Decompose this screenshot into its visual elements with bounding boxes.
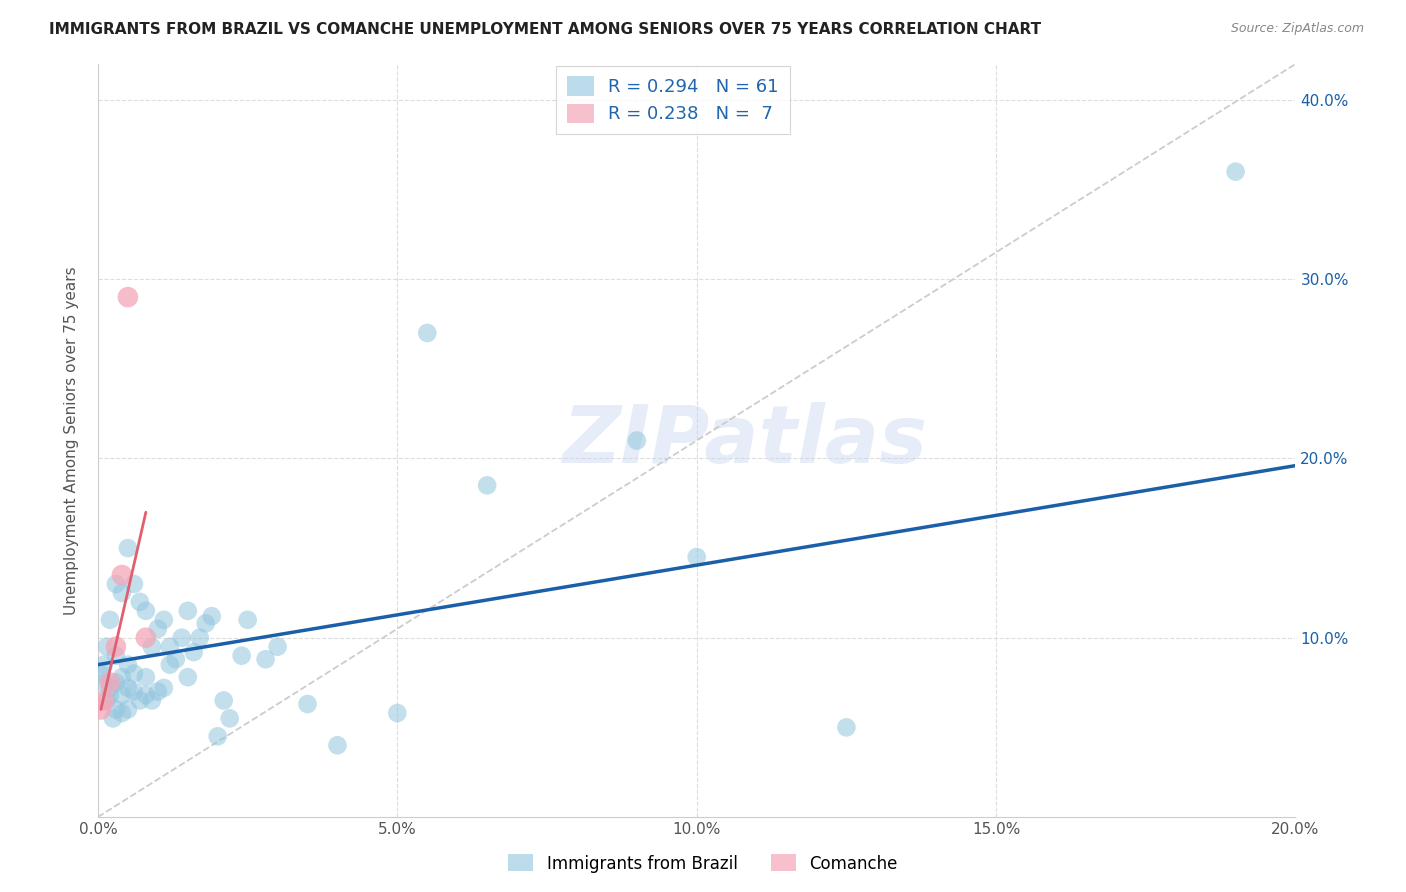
Y-axis label: Unemployment Among Seniors over 75 years: Unemployment Among Seniors over 75 years xyxy=(65,266,79,615)
Point xyxy=(141,693,163,707)
Text: IMMIGRANTS FROM BRAZIL VS COMANCHE UNEMPLOYMENT AMONG SENIORS OVER 75 YEARS CORR: IMMIGRANTS FROM BRAZIL VS COMANCHE UNEMP… xyxy=(49,22,1042,37)
Point xyxy=(236,613,259,627)
Point xyxy=(135,688,157,702)
Point xyxy=(135,604,157,618)
Point xyxy=(117,702,139,716)
Point xyxy=(96,693,118,707)
Point xyxy=(122,684,145,698)
Point xyxy=(117,681,139,695)
Point xyxy=(297,697,319,711)
Legend: Immigrants from Brazil, Comanche: Immigrants from Brazil, Comanche xyxy=(502,847,904,880)
Point xyxy=(135,631,157,645)
Point xyxy=(387,706,409,720)
Point xyxy=(170,631,193,645)
Point xyxy=(111,706,134,720)
Point xyxy=(104,702,127,716)
Point xyxy=(111,688,134,702)
Point xyxy=(475,478,498,492)
Point xyxy=(117,657,139,672)
Point xyxy=(104,675,127,690)
Point xyxy=(146,622,169,636)
Point xyxy=(93,657,115,672)
Point xyxy=(122,577,145,591)
Point xyxy=(128,693,150,707)
Point xyxy=(111,586,134,600)
Point xyxy=(98,681,121,695)
Point xyxy=(104,648,127,663)
Point xyxy=(416,326,439,340)
Point xyxy=(835,720,858,734)
Point xyxy=(326,739,349,753)
Point xyxy=(104,640,127,654)
Point xyxy=(177,604,200,618)
Point xyxy=(159,640,181,654)
Point xyxy=(1225,164,1247,178)
Point xyxy=(135,670,157,684)
Point xyxy=(231,648,253,663)
Point xyxy=(101,711,124,725)
Point xyxy=(111,568,134,582)
Point xyxy=(254,652,277,666)
Point xyxy=(93,675,115,690)
Point xyxy=(626,434,648,448)
Point xyxy=(96,640,118,654)
Point xyxy=(111,670,134,684)
Point xyxy=(128,595,150,609)
Point xyxy=(207,729,229,743)
Point xyxy=(218,711,240,725)
Text: ZIPatlas: ZIPatlas xyxy=(562,401,927,480)
Point xyxy=(146,684,169,698)
Point xyxy=(194,616,217,631)
Point xyxy=(177,670,200,684)
Point xyxy=(183,645,205,659)
Point xyxy=(188,631,211,645)
Point xyxy=(117,541,139,555)
Point xyxy=(117,290,139,304)
Point xyxy=(153,613,176,627)
Point xyxy=(212,693,235,707)
Point xyxy=(141,640,163,654)
Point xyxy=(104,577,127,591)
Point xyxy=(122,666,145,681)
Point xyxy=(153,681,176,695)
Point xyxy=(686,550,709,565)
Point xyxy=(201,609,224,624)
Point xyxy=(98,675,121,690)
Point xyxy=(266,640,288,654)
Point xyxy=(90,666,112,681)
Point xyxy=(165,652,187,666)
Text: Source: ZipAtlas.com: Source: ZipAtlas.com xyxy=(1230,22,1364,36)
Point xyxy=(93,693,115,707)
Legend: R = 0.294   N = 61, R = 0.238   N =  7: R = 0.294 N = 61, R = 0.238 N = 7 xyxy=(555,65,790,134)
Point xyxy=(159,657,181,672)
Point xyxy=(90,702,112,716)
Point xyxy=(98,688,121,702)
Point xyxy=(98,613,121,627)
